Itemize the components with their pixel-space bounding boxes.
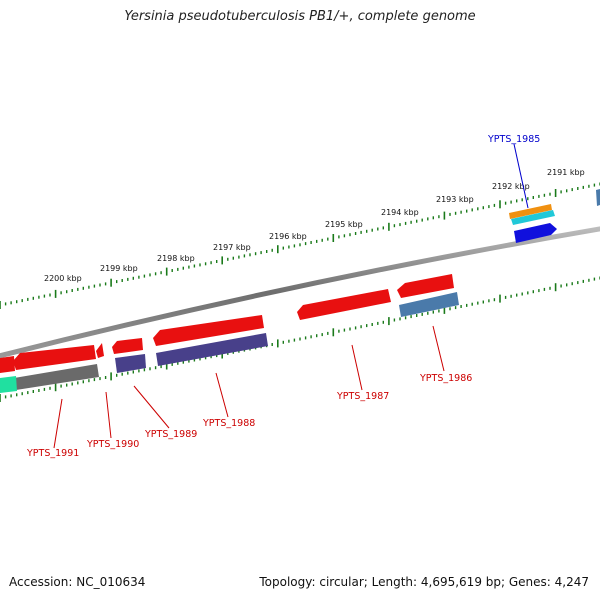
gene-labels: YPTS_1985 YPTS_1986 YPTS_1987 YPTS_1988 … <box>26 134 540 459</box>
cds-red-1990[interactable] <box>96 343 104 358</box>
cds-red-left-edge[interactable] <box>0 356 15 373</box>
gene-label-1991[interactable]: YPTS_1991 <box>26 448 79 459</box>
leader-1987 <box>351 344 363 391</box>
gene-label-1987[interactable]: YPTS_1987 <box>336 391 389 402</box>
leader-1991 <box>53 398 63 449</box>
tick-row-outer <box>0 182 600 309</box>
tick-row-inner <box>0 276 600 402</box>
kbp-label-2197: 2197 kbp <box>213 243 251 252</box>
kbp-label-2199: 2199 kbp <box>100 264 138 273</box>
cds-red-1986[interactable] <box>397 274 454 298</box>
cds-steelblue-1986[interactable] <box>399 292 459 317</box>
cds-red-1988[interactable] <box>153 315 264 346</box>
kbp-labels: 2191 kbp 2192 kbp 2193 kbp 2194 kbp 2195… <box>44 168 585 283</box>
leader-1990 <box>105 391 112 439</box>
genome-backbone <box>0 226 600 359</box>
kbp-label-2192: 2192 kbp <box>492 182 530 191</box>
kbp-label-2193: 2193 kbp <box>436 195 474 204</box>
kbp-label-2194: 2194 kbp <box>381 208 419 217</box>
gene-label-1988[interactable]: YPTS_1988 <box>202 418 255 429</box>
cds-purple-1988[interactable] <box>156 333 268 366</box>
cds-darkblue-arrow[interactable] <box>514 223 557 243</box>
label-leader-lines <box>53 143 529 449</box>
cds-steelblue-edge[interactable] <box>596 189 600 206</box>
gene-label-1989[interactable]: YPTS_1989 <box>144 429 197 440</box>
gene-label-1986[interactable]: YPTS_1986 <box>419 373 472 384</box>
genome-summary-text: Topology: circular; Length: 4,695,619 bp… <box>259 575 589 589</box>
leader-1985 <box>513 143 529 209</box>
kbp-label-2196: 2196 kbp <box>269 232 307 241</box>
leader-1986 <box>432 325 445 372</box>
kbp-label-2200: 2200 kbp <box>44 274 82 283</box>
accession-text: Accession: NC_010634 <box>9 575 146 589</box>
cds-purple-1989[interactable] <box>115 354 146 373</box>
cds-red-1991[interactable] <box>13 345 96 370</box>
kbp-label-2198: 2198 kbp <box>157 254 195 263</box>
cds-orange[interactable] <box>509 204 552 219</box>
gene-label-1990[interactable]: YPTS_1990 <box>86 439 139 450</box>
cds-red-1989[interactable] <box>112 338 143 354</box>
gene-features <box>0 189 600 393</box>
kbp-label-2195: 2195 kbp <box>325 220 363 229</box>
cds-gray[interactable] <box>14 364 99 390</box>
leader-1989 <box>133 385 170 429</box>
genome-title: Yersinia pseudotuberculosis PB1/+, compl… <box>124 9 476 24</box>
cds-red-1987[interactable] <box>297 289 391 320</box>
leader-1988 <box>215 372 229 418</box>
cds-cyan[interactable] <box>511 210 555 225</box>
kbp-label-2191: 2191 kbp <box>547 168 585 177</box>
gene-label-1985[interactable]: YPTS_1985 <box>487 134 540 145</box>
cds-teal[interactable] <box>0 376 17 393</box>
